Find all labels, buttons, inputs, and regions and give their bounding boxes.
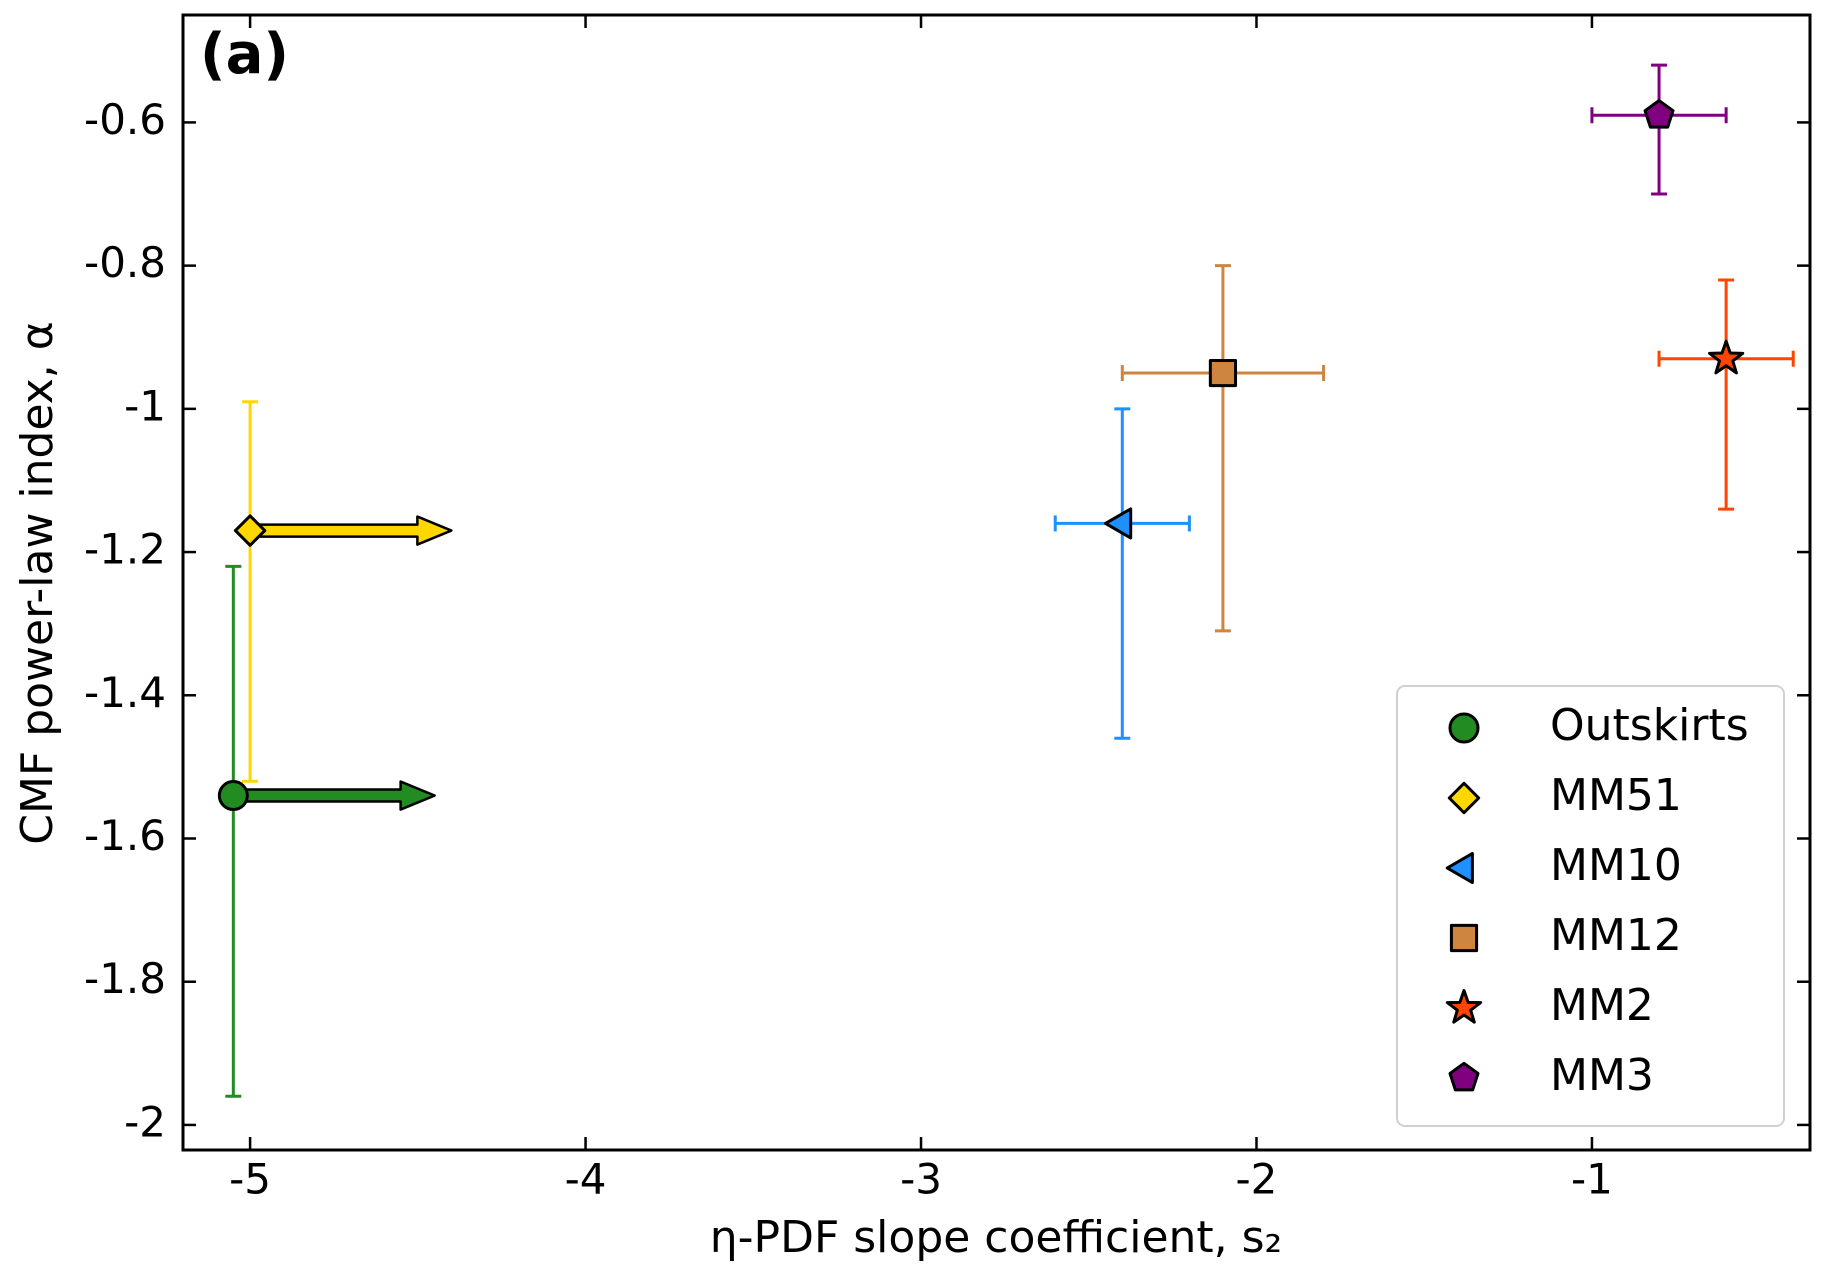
- y-tick-label: -1.2: [84, 525, 166, 574]
- x-tick-label: -3: [900, 1155, 942, 1204]
- y-axis-label: CMF power-law index, α: [12, 321, 63, 845]
- x-axis-label: η-PDF slope coefficient, s₂: [710, 1212, 1282, 1263]
- y-tick-label: -0.8: [84, 238, 166, 287]
- legend-label: MM2: [1550, 980, 1654, 1031]
- marker: [1445, 851, 1474, 885]
- marker: [1707, 339, 1745, 375]
- y-tick-label: -1.8: [84, 954, 166, 1003]
- marker: [1445, 989, 1483, 1024]
- x-tick-label: -1: [1571, 1155, 1613, 1204]
- x-tick-label: -5: [229, 1155, 271, 1204]
- legend-frame: [1396, 685, 1785, 1127]
- y-tick-label: -0.6: [84, 95, 166, 144]
- panel-label: (a): [200, 22, 289, 87]
- legend-label: MM3: [1550, 1050, 1654, 1101]
- marker: [1643, 99, 1675, 129]
- y-tick-label: -2: [124, 1097, 166, 1146]
- limit-arrow: [248, 515, 453, 546]
- marker: [233, 514, 267, 547]
- legend-label: MM51: [1550, 770, 1682, 821]
- x-tick-label: -4: [565, 1155, 607, 1204]
- marker: [1208, 358, 1238, 388]
- y-tick-label: -1: [124, 381, 166, 430]
- legend-label: Outskirts: [1550, 700, 1749, 751]
- marker: [1448, 712, 1480, 744]
- marker: [1449, 923, 1479, 953]
- limit-arrow: [232, 780, 436, 811]
- x-tick-label: -2: [1236, 1155, 1278, 1204]
- legend-label: MM12: [1550, 910, 1682, 961]
- marker: [217, 780, 249, 812]
- marker: [1447, 781, 1481, 815]
- marker: [1448, 1061, 1480, 1092]
- y-tick-label: -1.4: [84, 668, 166, 717]
- legend-label: MM10: [1550, 840, 1682, 891]
- marker: [1103, 507, 1133, 540]
- plot-frame: [181, 13, 1812, 1152]
- y-tick-label: -1.6: [84, 811, 166, 860]
